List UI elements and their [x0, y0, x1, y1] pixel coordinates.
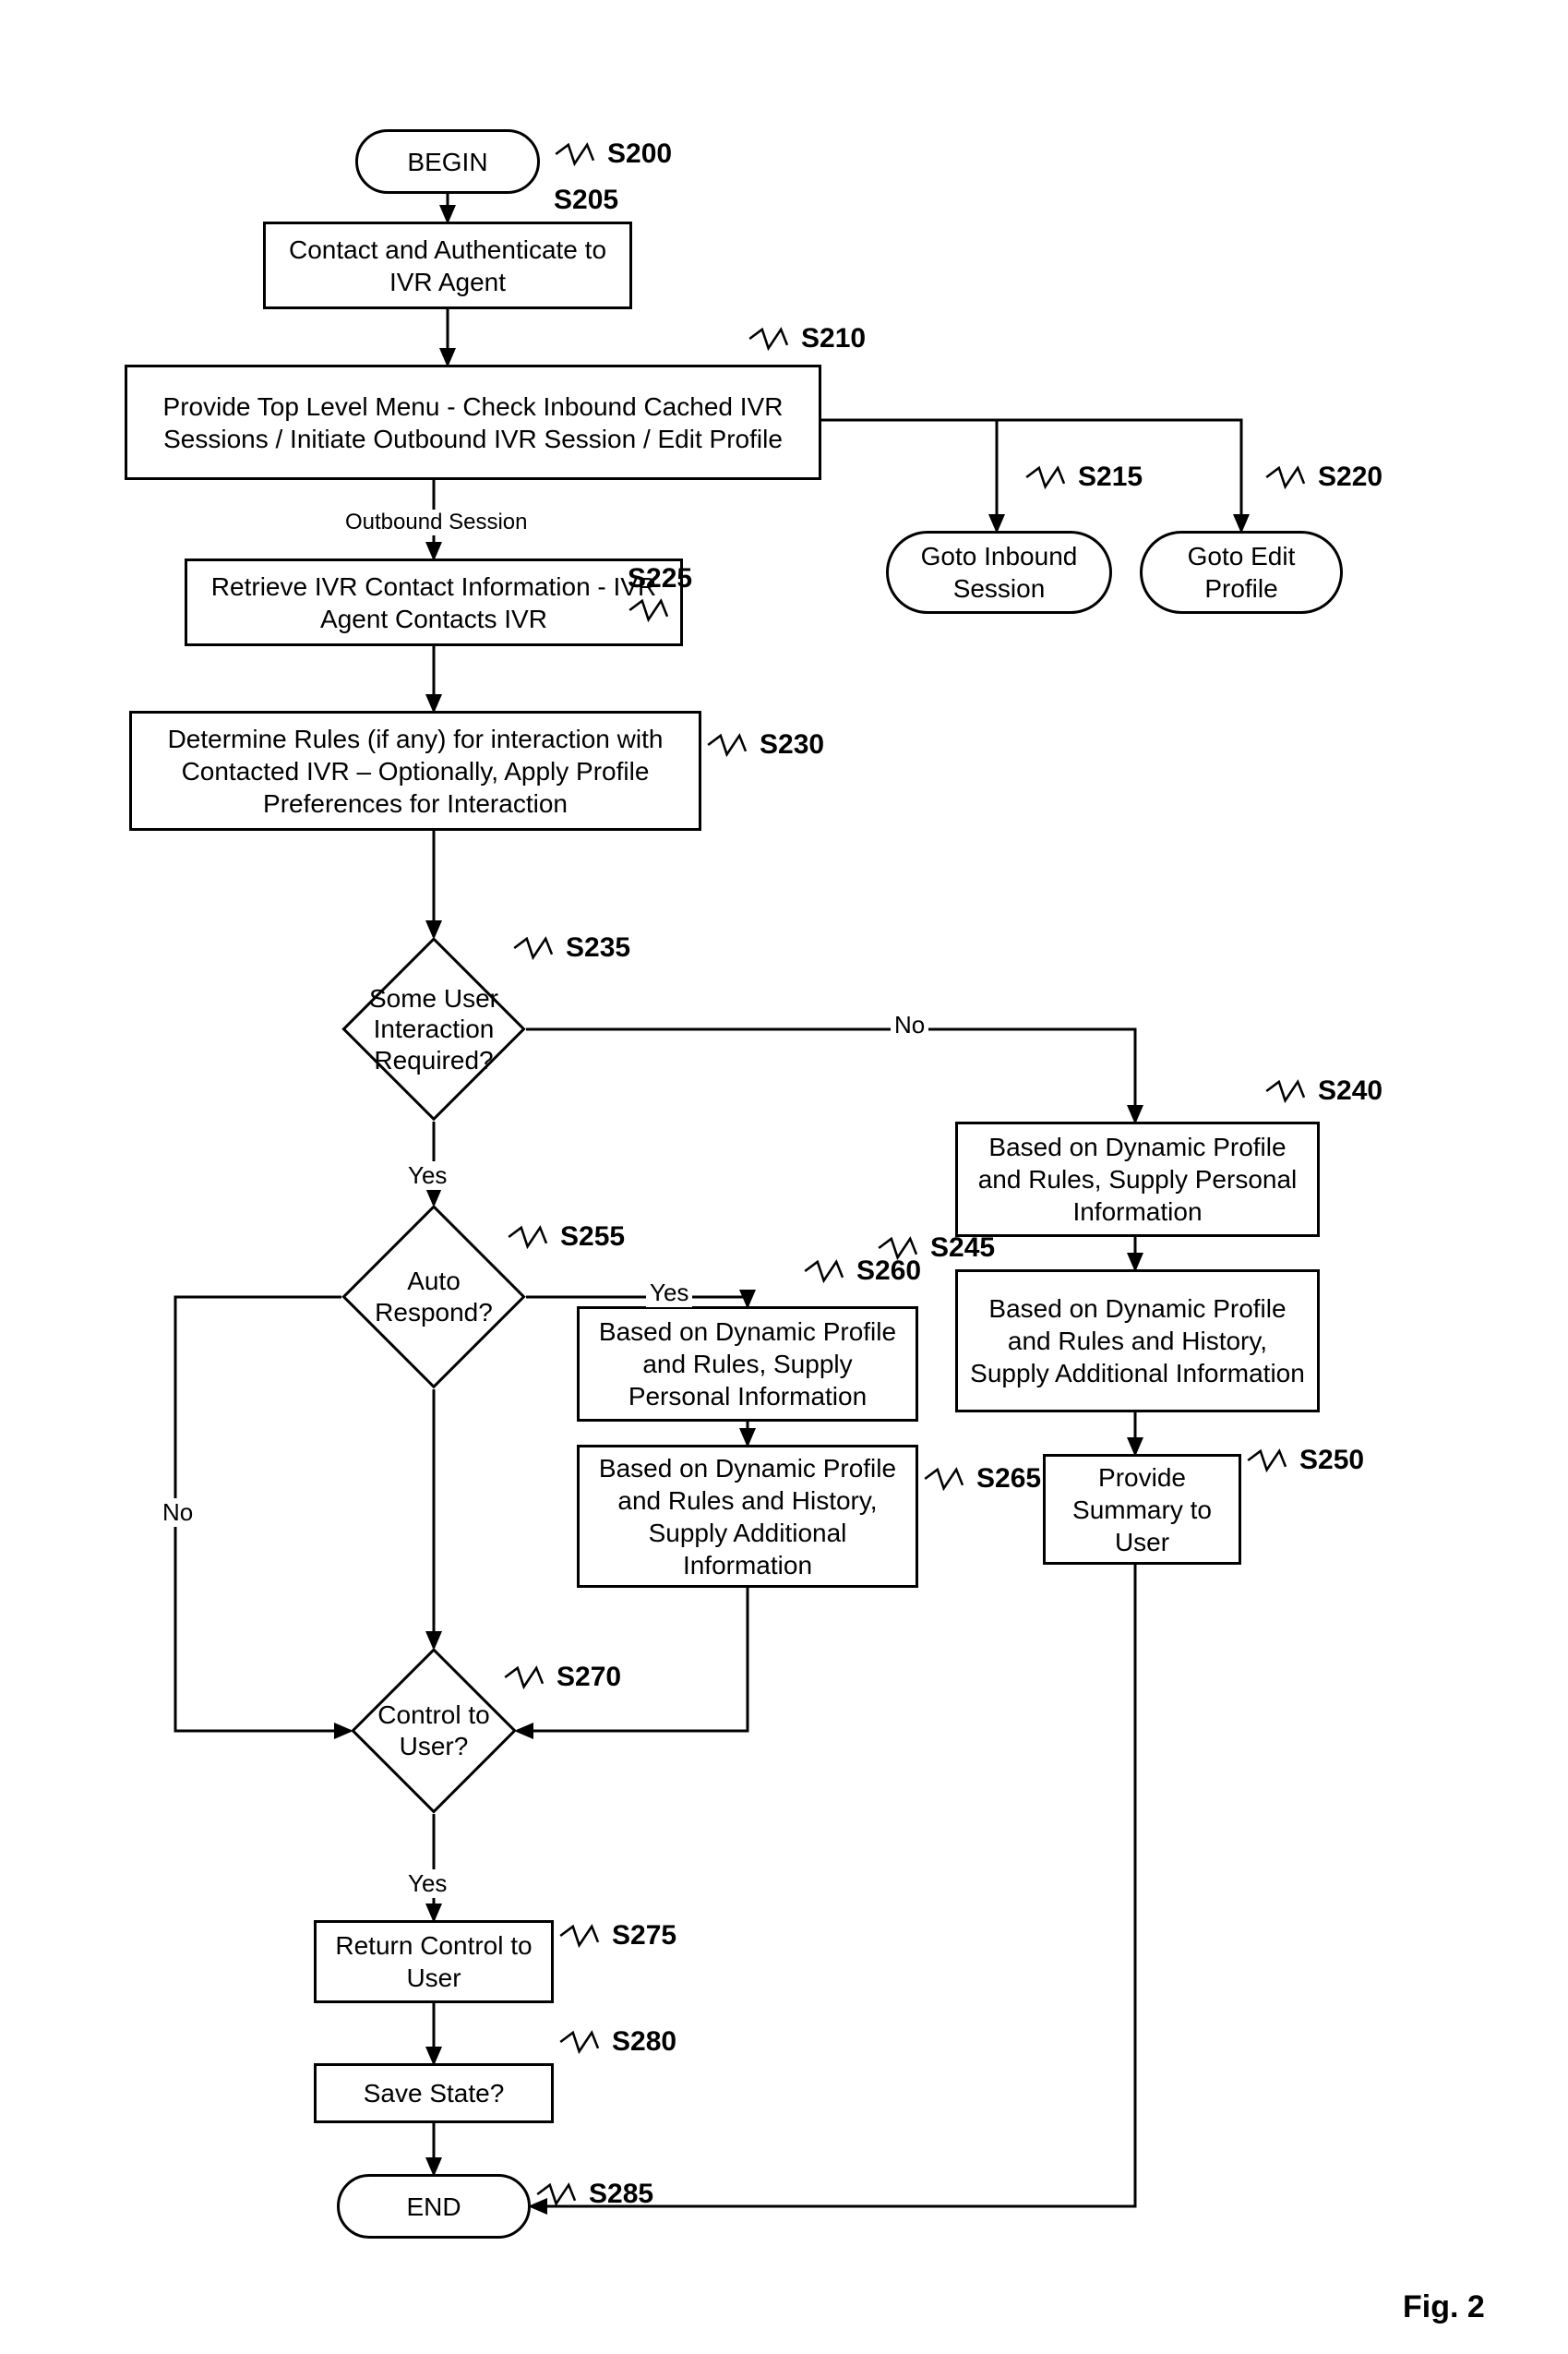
edge-label: No: [159, 1498, 197, 1527]
process-s240: Based on Dynamic Profile and Rules, Supp…: [955, 1122, 1320, 1237]
process-s265: Based on Dynamic Profile and Rules and H…: [577, 1445, 918, 1588]
step-label-text: S270: [557, 1662, 621, 1693]
step-label-text: S265: [976, 1463, 1041, 1495]
edge-label: Yes: [646, 1279, 692, 1307]
edge-label: No: [891, 1011, 928, 1039]
terminator-s215: Goto Inbound Session: [886, 531, 1112, 614]
decision-s270: Control to User?: [351, 1648, 517, 1814]
step-label-text: S225: [628, 563, 692, 595]
edge-label: Yes: [404, 1161, 450, 1190]
step-label-s265: S265: [923, 1463, 1041, 1495]
flowchart-canvas: BEGIN Contact and Authenticate to IVR Age…: [0, 0, 1568, 2354]
process-s225: Retrieve IVR Contact Information - IVR A…: [185, 558, 683, 646]
terminator-s220: Goto Edit Profile: [1140, 531, 1343, 614]
step-label-s260: S260: [803, 1255, 921, 1287]
terminator-s285: END: [337, 2174, 531, 2239]
step-label-s250: S250: [1246, 1445, 1364, 1476]
step-label-s255: S255: [507, 1221, 625, 1253]
step-label-s220: S220: [1264, 462, 1382, 493]
process-s210: Provide Top Level Menu - Check Inbound C…: [125, 365, 821, 480]
step-label-text: S210: [801, 323, 866, 354]
step-label-text: S255: [560, 1221, 625, 1253]
decision-s255: Auto Respond?: [341, 1205, 526, 1389]
step-label-s280: S280: [558, 2026, 676, 2058]
process-s245: Based on Dynamic Profile and Rules and H…: [955, 1269, 1320, 1412]
edge-label: Outbound Session: [341, 510, 531, 535]
process-s280: Save State?: [314, 2063, 554, 2123]
step-label-s200: S200: [554, 138, 672, 170]
step-label-text: S260: [856, 1255, 921, 1287]
decision-s235: Some User Interaction Required?: [341, 937, 526, 1122]
step-label-s215: S215: [1024, 462, 1143, 493]
process-s275: Return Control to User: [314, 1920, 554, 2003]
step-label-text: S250: [1299, 1445, 1364, 1476]
step-label-text: S205: [554, 185, 618, 216]
step-label-text: S285: [589, 2179, 653, 2210]
step-label-text: S215: [1078, 462, 1143, 493]
step-label-text: S230: [760, 729, 824, 761]
step-label-s230: S230: [706, 729, 824, 761]
step-label-s275: S275: [558, 1920, 676, 1952]
step-label-text: S220: [1318, 462, 1382, 493]
process-s230: Determine Rules (if any) for interaction…: [129, 711, 701, 831]
step-label-s210: S210: [748, 323, 866, 354]
step-label-s285: S285: [535, 2179, 653, 2210]
step-label-s205: S205: [554, 185, 618, 216]
step-label-text: S240: [1318, 1075, 1382, 1107]
figure-label: Fig. 2: [1403, 2289, 1485, 2325]
step-label-text: S200: [607, 138, 672, 170]
process-s205: Contact and Authenticate to IVR Agent: [263, 222, 632, 309]
step-label-s270: S270: [503, 1662, 621, 1693]
step-label-text: S245: [930, 1232, 995, 1264]
step-label-s235: S235: [512, 932, 630, 964]
step-label-s225: S225: [628, 563, 692, 626]
process-s250: Provide Summary to User: [1043, 1454, 1241, 1565]
decision-label-s255: Auto Respond?: [341, 1205, 526, 1389]
edge-label: Yes: [404, 1869, 450, 1898]
step-label-text: S280: [612, 2026, 676, 2058]
terminator-s200: BEGIN: [355, 129, 540, 194]
process-s260: Based on Dynamic Profile and Rules, Supp…: [577, 1306, 918, 1422]
decision-label-s235: Some User Interaction Required?: [341, 937, 526, 1122]
decision-label-s270: Control to User?: [351, 1648, 517, 1814]
step-label-text: S235: [566, 932, 630, 964]
step-label-s240: S240: [1264, 1075, 1382, 1107]
step-label-text: S275: [612, 1920, 676, 1952]
